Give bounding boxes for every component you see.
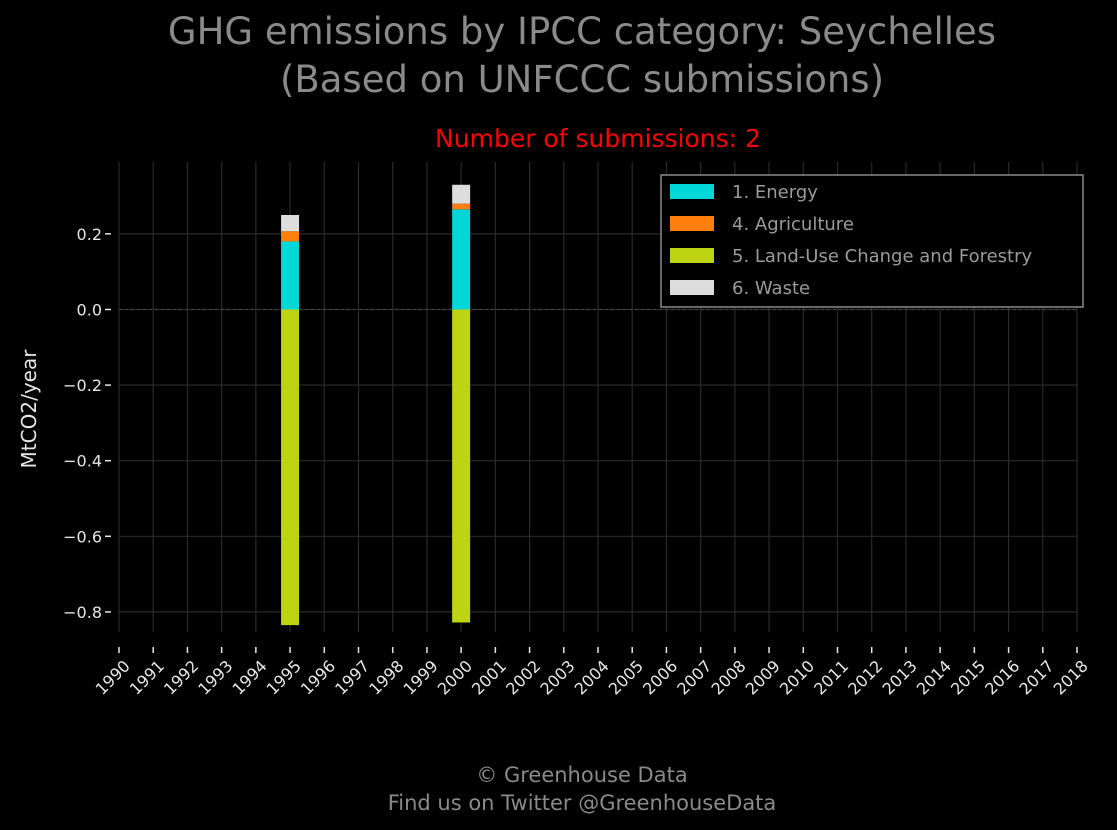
chart-title-line1: GHG emissions by IPCC category: Seychell…	[168, 10, 996, 53]
footer-copyright: © Greenhouse Data	[476, 763, 687, 787]
bar-segment	[281, 231, 300, 242]
chart-title-line2: (Based on UNFCCC submissions)	[280, 58, 884, 101]
legend-label: 6. Waste	[732, 278, 810, 299]
bar-segment	[281, 309, 300, 626]
chart-subtitle: Number of submissions: 2	[435, 124, 761, 153]
bar-segment	[281, 215, 300, 232]
legend: 1. Energy 4. Agriculture 5. Land-Use Chang…	[660, 174, 1084, 308]
y-tick-label: −0.6	[63, 527, 102, 546]
y-tick-label: 0.0	[77, 301, 102, 320]
y-axis-label: MtCO2/year	[17, 349, 41, 469]
bar-segment	[452, 203, 471, 210]
legend-swatch	[670, 280, 714, 295]
y-tick-label: −0.2	[63, 376, 102, 395]
legend-swatch	[670, 248, 714, 263]
legend-swatch	[670, 184, 714, 199]
y-tick-label: −0.4	[63, 452, 102, 471]
legend-label: 4. Agriculture	[732, 214, 854, 235]
legend-label: 1. Energy	[732, 182, 818, 203]
legend-swatch	[670, 216, 714, 231]
bar-segment	[452, 209, 471, 310]
y-tick-label: 0.2	[77, 225, 102, 244]
footer-twitter: Find us on Twitter @GreenhouseData	[388, 791, 777, 815]
bar-segment	[452, 309, 471, 623]
y-tick-label: −0.8	[63, 603, 102, 622]
legend-label: 5. Land-Use Change and Forestry	[732, 246, 1032, 267]
bar-segment	[452, 184, 471, 204]
legend-box	[660, 174, 1084, 308]
bar-segment	[281, 241, 300, 310]
